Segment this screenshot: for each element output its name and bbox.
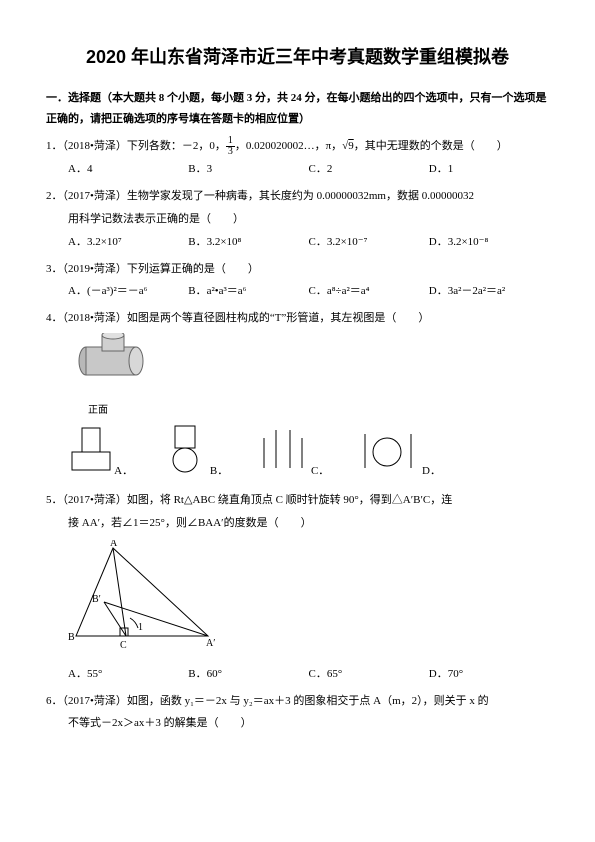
q2-options: A．3.2×10⁷ B．3.2×10⁸ C．3.2×10⁻⁷ D．3.2×10⁻…	[46, 232, 549, 253]
q2-opt-d: D．3.2×10⁻⁸	[429, 232, 549, 253]
svg-text:B: B	[68, 632, 75, 643]
question-3: 3．（2019•菏泽）下列运算正确的是（ ） A．(－a³)²＝－a⁶ B．a²…	[46, 259, 549, 303]
front-label: 正面	[88, 401, 549, 420]
q5-line2: 接 AA′，若∠1＝25°，则∠BAA′的度数是（ ）	[46, 513, 549, 534]
q5-options: A．55° B．60° C．65° D．70°	[46, 664, 549, 685]
question-5: 5．（2017•菏泽）如图，将 Rt△ABC 绕直角顶点 C 顺时针旋转 90°…	[46, 490, 549, 685]
svg-text:A: A	[110, 540, 118, 549]
q2-opt-a: A．3.2×10⁷	[68, 232, 188, 253]
q4-c-label: C．	[311, 465, 329, 477]
q1-opt-b: B．3	[188, 159, 308, 180]
q1-options: A．4 B．3 C．2 D．1	[46, 159, 549, 180]
fraction-1-3: 13	[226, 136, 235, 157]
q1-stem-a: 1．（2018•菏泽）下列各数：－2，0，	[46, 140, 226, 152]
sqrt9: √9	[342, 140, 354, 152]
q4-d-label: D．	[422, 465, 441, 477]
q6-line1: 6．（2017•菏泽）如图，函数 y₁＝－2x 与 y₂＝ax＋3 的图象相交于…	[46, 691, 549, 712]
q4-a-label: A．	[114, 465, 133, 477]
q1-opt-d: D．1	[429, 159, 549, 180]
q4-opt-b: B．	[163, 424, 228, 482]
question-4: 4．（2018•菏泽）如图是两个等直径圆柱构成的“T”形管道，其左视图是（ ） …	[46, 308, 549, 482]
q5-line1: 5．（2017•菏泽）如图，将 Rt△ABC 绕直角顶点 C 顺时针旋转 90°…	[46, 490, 549, 511]
q4-figure-pipe	[68, 333, 148, 393]
q6-line2: 不等式－2x＞ax＋3 的解集是（ ）	[46, 713, 549, 734]
q1-stem-c: ，其中无理数的个数是（ ）	[354, 140, 508, 152]
q4-stem: 4．（2018•菏泽）如图是两个等直径圆柱构成的“T”形管道，其左视图是（ ）	[46, 308, 549, 329]
q5-opt-c: C．65°	[309, 664, 429, 685]
page-title: 2020 年山东省菏泽市近三年中考真题数学重组模拟卷	[46, 40, 549, 74]
q4-b-label: B．	[210, 465, 228, 477]
q1-stem-b: ，0.020020002…，π，	[235, 140, 342, 152]
q4-opt-a: A．	[68, 424, 133, 482]
q1-stem: 1．（2018•菏泽）下列各数：－2，0，13，0.020020002…，π，√…	[46, 136, 549, 157]
q3-options: A．(－a³)²＝－a⁶ B．a²•a³＝a⁶ C．a⁸÷a²＝a⁴ D．3a²…	[46, 281, 549, 302]
svg-text:A′: A′	[206, 638, 215, 649]
q2-line2: 用科学记数法表示正确的是（ ）	[46, 209, 549, 230]
q2-line1: 2．（2017•菏泽）生物学家发现了一种病毒，其长度约为 0.00000032m…	[46, 186, 549, 207]
q5-figure-triangle: A B A′ C B′ 1	[68, 540, 218, 650]
q1-opt-c: C．2	[309, 159, 429, 180]
section-heading: 一．选择题（本大题共 8 个小题，每小题 3 分，共 24 分，在每小题给出的四…	[46, 88, 549, 130]
question-2: 2．（2017•菏泽）生物学家发现了一种病毒，其长度约为 0.00000032m…	[46, 186, 549, 253]
q5-opt-b: B．60°	[188, 664, 308, 685]
svg-text:B′: B′	[92, 594, 101, 605]
q4-opt-d: D．	[359, 424, 441, 482]
question-6: 6．（2017•菏泽）如图，函数 y₁＝－2x 与 y₂＝ax＋3 的图象相交于…	[46, 691, 549, 735]
question-1: 1．（2018•菏泽）下列各数：－2，0，13，0.020020002…，π，√…	[46, 136, 549, 180]
q1-opt-a: A．4	[68, 159, 188, 180]
q3-stem: 3．（2019•菏泽）下列运算正确的是（ ）	[46, 259, 549, 280]
q5-opt-d: D．70°	[429, 664, 549, 685]
q5-opt-a: A．55°	[68, 664, 188, 685]
q4-opt-c: C．	[258, 424, 329, 482]
q3-opt-d: D．3a²－2a²＝a²	[429, 281, 549, 302]
q4-options: A． B． C． D．	[46, 424, 549, 482]
q3-opt-c: C．a⁸÷a²＝a⁴	[309, 281, 429, 302]
q3-opt-a: A．(－a³)²＝－a⁶	[68, 281, 188, 302]
svg-text:C: C	[120, 640, 127, 650]
q2-opt-c: C．3.2×10⁻⁷	[309, 232, 429, 253]
svg-text:1: 1	[138, 622, 143, 633]
q2-opt-b: B．3.2×10⁸	[188, 232, 308, 253]
q3-opt-b: B．a²•a³＝a⁶	[188, 281, 308, 302]
